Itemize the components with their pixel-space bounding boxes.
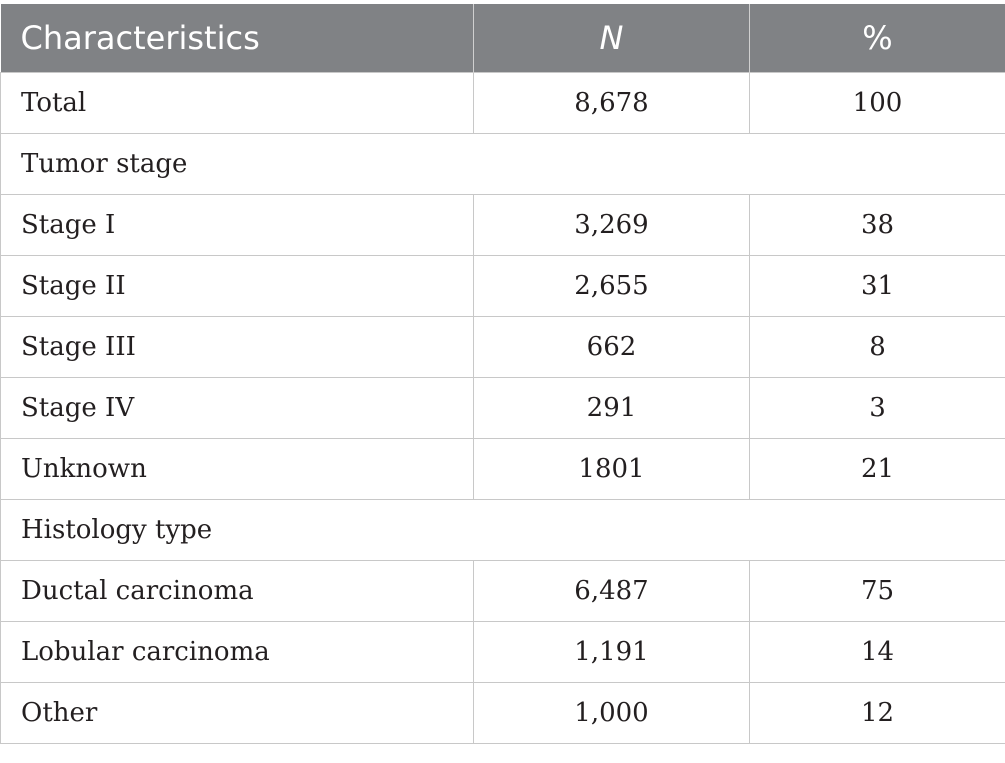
row-percent: 14: [749, 621, 1005, 683]
header-row: Characteristics N %: [0, 4, 1005, 73]
row-label: Total: [0, 72, 474, 134]
row-n: 8,678: [473, 72, 750, 134]
table-row: Stage III 662 8: [0, 316, 1005, 378]
section-row: Tumor stage: [0, 133, 1005, 195]
table-header: Characteristics N %: [0, 4, 1005, 73]
table-row: Unknown 1801 21: [0, 438, 1005, 500]
table-row: Total 8,678 100: [0, 72, 1005, 134]
row-label: Stage III: [0, 316, 474, 378]
row-percent: 100: [749, 72, 1005, 134]
header-n: N: [473, 4, 750, 73]
row-label: Other: [0, 682, 474, 744]
table-row: Ductal carcinoma 6,487 75: [0, 560, 1005, 622]
row-n: 291: [473, 377, 750, 439]
header-characteristics: Characteristics: [0, 4, 474, 73]
row-n: 662: [473, 316, 750, 378]
row-n: 6,487: [473, 560, 750, 622]
row-percent: 8: [749, 316, 1005, 378]
table-row: Other 1,000 12: [0, 682, 1005, 744]
row-label: Ductal carcinoma: [0, 560, 474, 622]
row-n: 1801: [473, 438, 750, 500]
row-percent: 12: [749, 682, 1005, 744]
section-label: Tumor stage: [0, 133, 1005, 195]
table-row: Stage II 2,655 31: [0, 255, 1005, 317]
section-label: Histology type: [0, 499, 1005, 561]
table-row: Lobular carcinoma 1,191 14: [0, 621, 1005, 683]
header-percent: %: [749, 4, 1005, 73]
row-n: 2,655: [473, 255, 750, 317]
row-label: Stage IV: [0, 377, 474, 439]
row-percent: 21: [749, 438, 1005, 500]
table-row: Stage IV 291 3: [0, 377, 1005, 439]
row-percent: 31: [749, 255, 1005, 317]
characteristics-table-container: Characteristics N % Total 8,678 100 Tumo…: [0, 4, 1005, 744]
table-row: Stage I 3,269 38: [0, 194, 1005, 256]
row-n: 1,191: [473, 621, 750, 683]
row-label: Stage II: [0, 255, 474, 317]
row-percent: 38: [749, 194, 1005, 256]
section-row: Histology type: [0, 499, 1005, 561]
row-percent: 3: [749, 377, 1005, 439]
row-n: 1,000: [473, 682, 750, 744]
characteristics-table: Characteristics N % Total 8,678 100 Tumo…: [0, 4, 1005, 744]
row-label: Unknown: [0, 438, 474, 500]
table-body: Total 8,678 100 Tumor stage Stage I 3,26…: [0, 72, 1005, 744]
row-percent: 75: [749, 560, 1005, 622]
row-label: Lobular carcinoma: [0, 621, 474, 683]
row-label: Stage I: [0, 194, 474, 256]
row-n: 3,269: [473, 194, 750, 256]
